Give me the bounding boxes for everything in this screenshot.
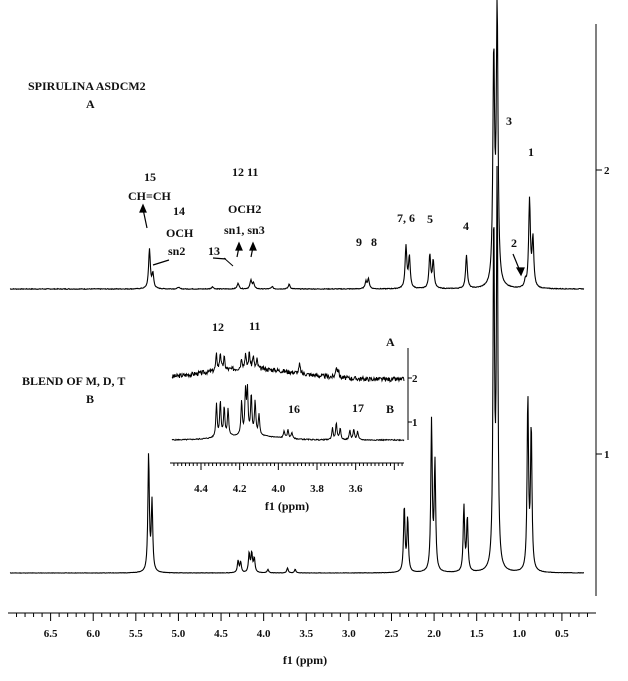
inset-label-11: 11 [249,319,260,333]
x-tick-label: 6.0 [86,628,100,640]
annotation-8: 8 [371,235,377,249]
annotation-4: 4 [463,219,469,233]
x-axis-label: f1 (ppm) [283,653,327,667]
x-tick-label: 4.5 [214,628,228,640]
annotation-sn1-sn3: sn1, sn3 [224,223,265,237]
annotation-12-11: 12 11 [232,165,258,179]
annotation-sn2: sn2 [168,244,185,258]
spectrum-a-sub: A [86,97,95,111]
x-tick-label: 5.0 [172,628,186,640]
inset-spectrum-a-trace [171,351,405,383]
inset-x-tick-label: 4.4 [194,483,208,495]
inset-zoom: 4.4 4.2 4.0 3.8 3.6 f1 (ppm) 2 1 12 11 16 17… [170,319,418,513]
inset-label-17: 17 [352,401,364,415]
x-tick-label: 6.5 [44,628,58,640]
annotation-och: OCH [166,226,194,240]
x-tick-label: 5.5 [129,628,143,640]
inset-y-tick-label-2: 2 [412,373,418,385]
annotation-5: 5 [427,212,433,226]
x-tick-label: 1.5 [470,628,484,640]
spectrum-b-title: BLEND OF M, D, T [22,374,125,388]
x-axis-ticks: 6.5 6.0 5.5 5.0 4.5 4.0 3.5 3.0 2.5 2.0 1.5 1.0 0.5 [16,613,588,640]
spectrum-b-sub: B [86,392,94,406]
inset-label-a: A [386,335,395,349]
annotation-2: 2 [511,236,517,250]
inset-label-16: 16 [288,402,300,416]
annotation-7-6: 7, 6 [397,211,415,225]
x-tick-label: 2.0 [427,628,441,640]
inset-x-tick-label: 4.0 [271,483,285,495]
annotation-9: 9 [356,235,362,249]
annotation-arrows [139,203,525,277]
annotation-15: 15 [144,170,156,184]
x-tick-label: 3.0 [342,628,356,640]
inset-x-tick-label: 4.2 [233,483,247,495]
annotation-ch-ch: CH=CH [128,189,172,203]
annotation-3: 3 [506,114,512,128]
inset-label-12: 12 [212,320,224,334]
inset-x-tick-label: 3.6 [349,483,363,495]
inset-label-b: B [386,402,394,416]
spectrum-a-title: SPIRULINA ASDCM2 [28,79,146,93]
x-tick-label: 3.5 [299,628,313,640]
inset-y-tick-label-1: 1 [412,417,418,429]
annotation-1: 1 [528,145,534,159]
spectrum-b-trace [9,165,584,574]
inset-x-axis-label: f1 (ppm) [265,499,309,513]
x-tick-label: 4.0 [257,628,271,640]
y-tick-label-1: 1 [604,449,610,461]
inset-x-axis-ticks: 4.4 4.2 4.0 3.8 3.6 [173,463,403,495]
annotation-14: 14 [173,204,185,218]
x-tick-label: 0.5 [555,628,569,640]
inset-spectrum-b-trace [171,384,405,442]
annotation-och2: OCH2 [228,202,261,216]
x-tick-label: 2.5 [385,628,399,640]
inset-x-tick-label: 3.8 [310,483,324,495]
annotation-13: 13 [208,244,220,258]
x-tick-label: 1.0 [512,628,526,640]
y-tick-label-2: 2 [604,165,610,177]
spectrum-a-trace [9,0,585,291]
